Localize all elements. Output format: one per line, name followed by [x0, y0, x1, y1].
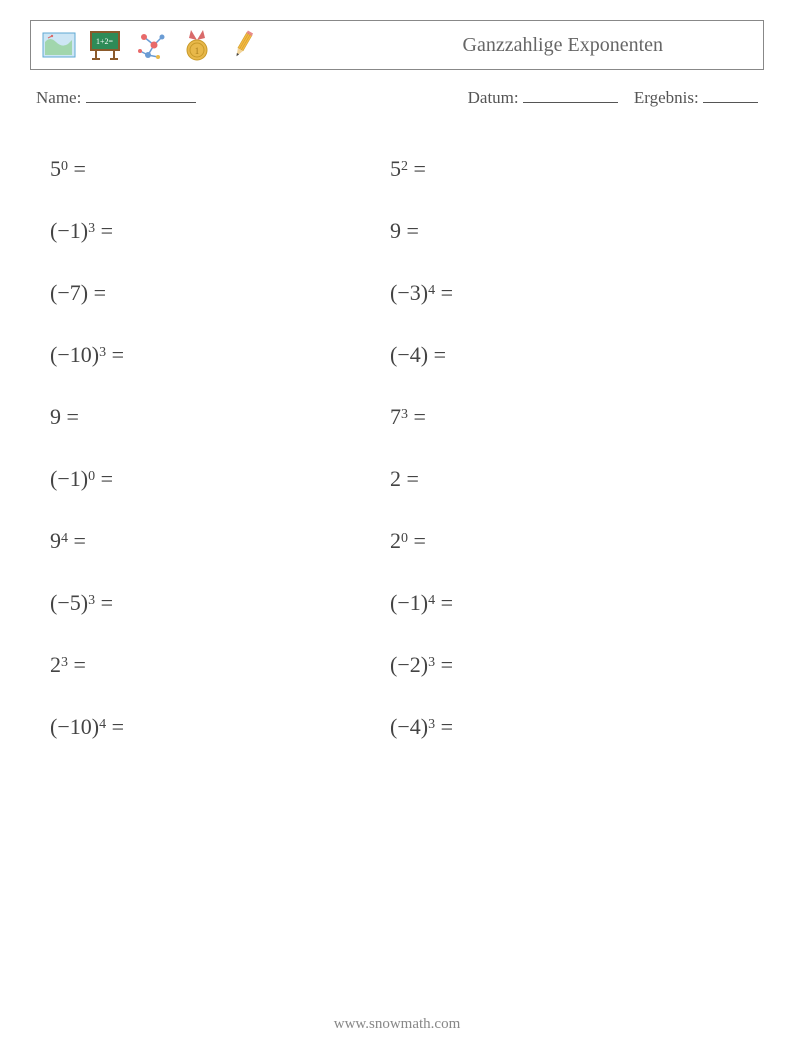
problem-item: (−2)3 =: [390, 634, 730, 696]
date-field: Datum:: [468, 88, 618, 108]
result-blank: [703, 102, 758, 103]
name-label: Name:: [36, 88, 81, 107]
problem-item: (−3)4 =: [390, 262, 730, 324]
problem-item: (−10)4 =: [50, 696, 390, 758]
problem-item: (−1)4 =: [390, 572, 730, 634]
pencil-icon: [225, 27, 261, 63]
name-field: Name:: [36, 88, 468, 108]
svg-text:1+2=: 1+2=: [96, 37, 114, 46]
problem-item: (−5)3 =: [50, 572, 390, 634]
problem-item: 73 =: [390, 386, 730, 448]
meta-row: Name: Datum: Ergebnis:: [30, 88, 764, 108]
problem-item: 52 =: [390, 138, 730, 200]
footer-url: www.snowmath.com: [0, 1016, 794, 1033]
problem-item: 2 =: [390, 448, 730, 510]
problem-item: 94 =: [50, 510, 390, 572]
problems-column-left: 50 =(−1)3 =(−7) =(−10)3 =9 =(−1)0 =94 =(…: [50, 138, 390, 758]
date-label: Datum:: [468, 88, 519, 107]
problem-item: (−4)3 =: [390, 696, 730, 758]
problem-item: 23 =: [50, 634, 390, 696]
header-box: 1+2=: [30, 20, 764, 70]
problem-item: (−7) =: [50, 262, 390, 324]
molecule-icon: [133, 27, 169, 63]
problems-grid: 50 =(−1)3 =(−7) =(−10)3 =9 =(−1)0 =94 =(…: [30, 138, 764, 758]
problem-item: (−1)3 =: [50, 200, 390, 262]
date-blank: [523, 102, 618, 103]
name-blank: [86, 102, 196, 103]
problem-item: (−10)3 =: [50, 324, 390, 386]
problem-item: 9 =: [50, 386, 390, 448]
problems-column-right: 52 =9 =(−3)4 =(−4) =73 =2 =20 =(−1)4 =(−…: [390, 138, 730, 758]
medal-icon: 1: [179, 27, 215, 63]
chalkboard-icon: 1+2=: [87, 27, 123, 63]
worksheet-page: 1+2=: [0, 0, 794, 1053]
worksheet-title: Ganzzahlige Exponenten: [463, 34, 753, 57]
result-field: Ergebnis:: [634, 88, 758, 108]
problem-item: 20 =: [390, 510, 730, 572]
map-icon: [41, 27, 77, 63]
icon-row: 1+2=: [41, 27, 261, 63]
problem-item: (−4) =: [390, 324, 730, 386]
problem-item: 9 =: [390, 200, 730, 262]
problem-item: 50 =: [50, 138, 390, 200]
problem-item: (−1)0 =: [50, 448, 390, 510]
result-label: Ergebnis:: [634, 88, 699, 107]
svg-text:1: 1: [195, 46, 200, 56]
